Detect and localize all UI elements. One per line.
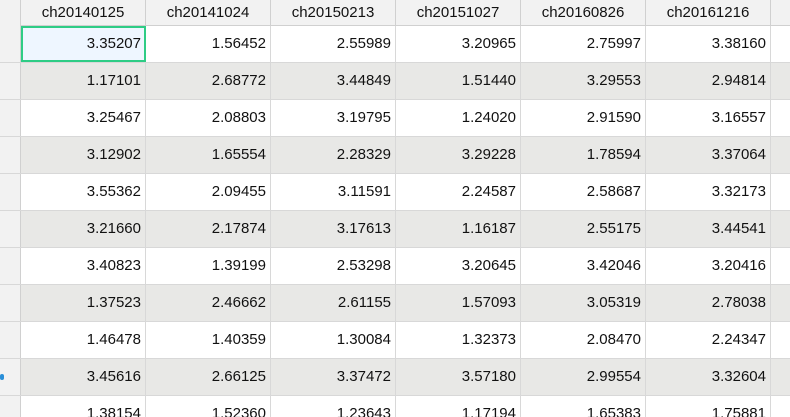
table-row[interactable]: 1.37523 2.46662 2.61155 1.57093 3.05319 2.780… <box>0 285 790 322</box>
table-cell[interactable]: 2.91590 <box>521 100 646 136</box>
table-cell[interactable]: 3.32604 <box>646 359 771 395</box>
column-header[interactable]: ch20160826 <box>521 0 646 26</box>
table-cell[interactable]: 2.28329 <box>271 137 396 173</box>
table-cell[interactable]: 1.56452 <box>146 26 271 62</box>
table-cell[interactable]: 2.08803 <box>146 100 271 136</box>
table-cell[interactable]: 2.24347 <box>646 322 771 358</box>
table-cell[interactable]: 2.55175 <box>521 211 646 247</box>
table-cell[interactable]: 1.65554 <box>146 137 271 173</box>
row-header[interactable] <box>0 248 21 284</box>
table-cell[interactable]: 3.25467 <box>21 100 146 136</box>
table-cell[interactable]: 3.16557 <box>646 100 771 136</box>
table-cell[interactable]: 1.23643 <box>271 396 396 417</box>
table-cell[interactable]: 1.39199 <box>146 248 271 284</box>
table-cell[interactable]: 3.29228 <box>396 137 521 173</box>
column-header[interactable]: ch20150213 <box>271 0 396 26</box>
table-cell[interactable]: 1.52360 <box>146 396 271 417</box>
table-cell[interactable]: 3.20645 <box>396 248 521 284</box>
table-cell[interactable]: 1.40359 <box>146 322 271 358</box>
table-cell[interactable]: 3.37064 <box>646 137 771 173</box>
column-header[interactable]: ch20141024 <box>146 0 271 26</box>
table-cell[interactable]: 2.58687 <box>521 174 646 210</box>
table-cell[interactable]: 2.08470 <box>521 322 646 358</box>
table-cell[interactable]: 3.37472 <box>271 359 396 395</box>
column-header[interactable]: ch20140125 <box>21 0 146 26</box>
table-cell[interactable]: 1.51440 <box>396 63 521 99</box>
row-header[interactable] <box>0 211 21 247</box>
row-header[interactable] <box>0 359 21 395</box>
table-cell[interactable]: 3.44541 <box>646 211 771 247</box>
table-cell[interactable]: 2.17874 <box>146 211 271 247</box>
column-header[interactable]: ch20151027 <box>396 0 521 26</box>
table-cell[interactable]: 3.35207 <box>21 26 146 62</box>
table-cell[interactable]: 3.11591 <box>271 174 396 210</box>
table-cell[interactable]: 3.32173 <box>646 174 771 210</box>
table-cell[interactable]: 2.53298 <box>271 248 396 284</box>
table-cell[interactable]: 3.19795 <box>271 100 396 136</box>
table-cell[interactable]: 2.75997 <box>521 26 646 62</box>
table-cell[interactable]: 1.17101 <box>21 63 146 99</box>
table-row[interactable]: 3.45616 2.66125 3.37472 3.57180 2.99554 3.326… <box>0 359 790 396</box>
table-row[interactable]: 3.12902 1.65554 2.28329 3.29228 1.78594 3.370… <box>0 137 790 174</box>
table-cell[interactable]: 3.17613 <box>271 211 396 247</box>
table-row[interactable]: 1.17101 2.68772 3.44849 1.51440 3.29553 2.948… <box>0 63 790 100</box>
column-header-row: ch20140125 ch20141024 ch20150213 ch20151… <box>0 0 790 26</box>
table-cell[interactable]: 3.44849 <box>271 63 396 99</box>
row-header[interactable] <box>0 63 21 99</box>
table-row[interactable]: 3.40823 1.39199 2.53298 3.20645 3.42046 3.204… <box>0 248 790 285</box>
row-header[interactable] <box>0 174 21 210</box>
table-cell[interactable]: 1.32373 <box>396 322 521 358</box>
table-cell[interactable]: 3.57180 <box>396 359 521 395</box>
table-cell[interactable]: 2.94814 <box>646 63 771 99</box>
table-cell[interactable]: 3.45616 <box>21 359 146 395</box>
table-cell[interactable]: 1.17194 <box>396 396 521 417</box>
row-header[interactable] <box>0 100 21 136</box>
table-cell[interactable]: 2.61155 <box>271 285 396 321</box>
table-cell[interactable]: 2.99554 <box>521 359 646 395</box>
table-cell[interactable]: 2.24587 <box>396 174 521 210</box>
row-header[interactable] <box>0 137 21 173</box>
row-header[interactable] <box>0 285 21 321</box>
table-cell[interactable]: 2.78038 <box>646 285 771 321</box>
table-cell[interactable]: 1.57093 <box>396 285 521 321</box>
table-row[interactable]: 1.46478 1.40359 1.30084 1.32373 2.08470 2.243… <box>0 322 790 359</box>
table-cell[interactable]: 1.75881 <box>646 396 771 417</box>
table-body: 3.35207 1.56452 2.55989 3.20965 2.75997 3.381… <box>0 26 790 417</box>
column-header[interactable]: ch20161216 <box>646 0 771 26</box>
table-cell[interactable]: 3.12902 <box>21 137 146 173</box>
table-cell[interactable]: 2.55989 <box>271 26 396 62</box>
table-cell[interactable]: 3.29553 <box>521 63 646 99</box>
table-cell[interactable]: 3.20416 <box>646 248 771 284</box>
table-cell[interactable]: 1.24020 <box>396 100 521 136</box>
table-row[interactable]: 3.35207 1.56452 2.55989 3.20965 2.75997 3.381… <box>0 26 790 63</box>
table-cell[interactable]: 1.78594 <box>521 137 646 173</box>
table-cell[interactable]: 2.09455 <box>146 174 271 210</box>
row-header[interactable] <box>0 322 21 358</box>
table-cell[interactable]: 1.16187 <box>396 211 521 247</box>
row-header[interactable] <box>0 396 21 417</box>
corner-cell[interactable] <box>0 0 21 26</box>
table-cell[interactable]: 3.20965 <box>396 26 521 62</box>
table-row[interactable]: 3.55362 2.09455 3.11591 2.24587 2.58687 3.321… <box>0 174 790 211</box>
table-cell[interactable]: 1.46478 <box>21 322 146 358</box>
table-cell[interactable]: 1.65383 <box>521 396 646 417</box>
table-row[interactable]: 3.25467 2.08803 3.19795 1.24020 2.91590 3.165… <box>0 100 790 137</box>
table-cell[interactable]: 3.55362 <box>21 174 146 210</box>
table-cell[interactable]: 1.30084 <box>271 322 396 358</box>
table-cell[interactable]: 1.37523 <box>21 285 146 321</box>
table-cell[interactable]: 3.40823 <box>21 248 146 284</box>
table-cell[interactable]: 3.38160 <box>646 26 771 62</box>
table-cell[interactable]: 3.42046 <box>521 248 646 284</box>
table-cell[interactable]: 2.66125 <box>146 359 271 395</box>
table-cell[interactable]: 3.05319 <box>521 285 646 321</box>
table-row[interactable]: 3.21660 2.17874 3.17613 1.16187 2.55175 3.445… <box>0 211 790 248</box>
table-cell[interactable]: 2.68772 <box>146 63 271 99</box>
table-cell[interactable]: 2.46662 <box>146 285 271 321</box>
row-indicator-icon <box>0 374 4 380</box>
table-cell[interactable]: 3.21660 <box>21 211 146 247</box>
table-cell[interactable]: 1.38154 <box>21 396 146 417</box>
row-header[interactable] <box>0 26 21 62</box>
table-row[interactable]: 1.38154 1.52360 1.23643 1.17194 1.65383 1.758… <box>0 396 790 417</box>
